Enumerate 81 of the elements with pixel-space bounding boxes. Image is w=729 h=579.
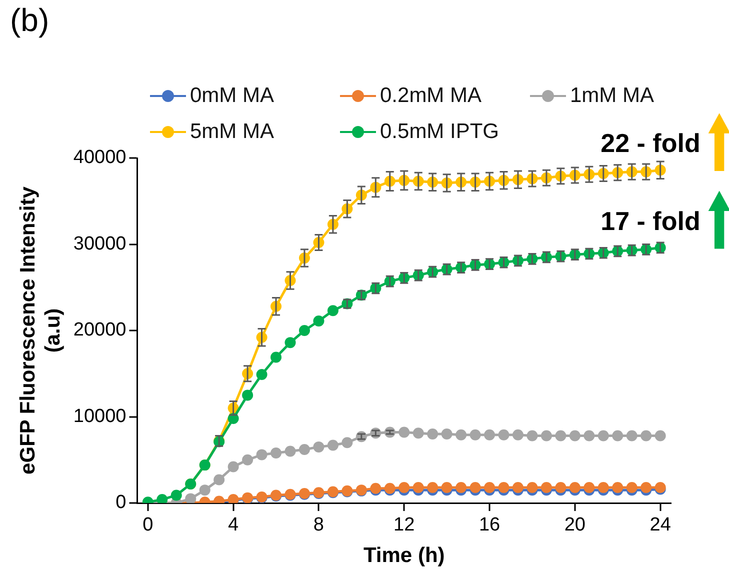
y-tick-label: 40000 [73, 147, 126, 168]
legend-label: 5mM MA [190, 120, 274, 144]
annotation: 17 - fold [600, 206, 700, 236]
point [441, 428, 452, 440]
point [654, 430, 666, 442]
point [270, 447, 282, 458]
point [170, 490, 182, 501]
point [512, 429, 524, 440]
point [427, 482, 438, 493]
point [256, 449, 268, 460]
point [470, 429, 481, 440]
point [214, 474, 225, 486]
point [441, 482, 452, 493]
point [456, 482, 467, 493]
point [412, 482, 424, 493]
x-tick-label: 20 [564, 514, 586, 536]
x-tick-label: 4 [228, 514, 240, 536]
point [484, 482, 496, 493]
point [412, 428, 424, 439]
point [427, 428, 438, 440]
y-tick-label: 20000 [73, 320, 126, 341]
point [284, 337, 296, 348]
point [526, 482, 538, 493]
point [456, 429, 467, 440]
point [598, 430, 609, 442]
y-axis-title: eGFP Fluorescence Intensity (a.u) [16, 186, 65, 474]
point [612, 482, 624, 493]
point [640, 482, 652, 493]
x-axis-title: Time (h) [363, 544, 445, 568]
point [185, 493, 196, 503]
y-tick-label: 0 [116, 492, 126, 514]
point [512, 482, 524, 493]
point [398, 482, 410, 493]
point [313, 441, 324, 452]
x-tick-label: 24 [650, 514, 672, 536]
y-tick-label: 30000 [73, 233, 126, 254]
point [498, 429, 510, 440]
point [370, 428, 382, 439]
point [398, 426, 410, 438]
point [242, 390, 254, 401]
point [526, 430, 538, 442]
point [569, 430, 580, 442]
x-tick-label: 8 [313, 514, 324, 536]
point [612, 430, 624, 442]
point [555, 482, 566, 493]
point [569, 482, 580, 493]
point [284, 446, 296, 457]
point [540, 482, 552, 493]
point [484, 429, 496, 440]
point [199, 484, 210, 496]
x-tick-label: 0 [142, 514, 154, 536]
point [584, 430, 595, 442]
y-tick-label: 10000 [73, 406, 126, 427]
annotation: 22 - fold [600, 128, 700, 158]
point [470, 482, 481, 493]
legend-label: 0mM MA [190, 84, 274, 108]
point [342, 437, 353, 448]
point [270, 352, 282, 363]
point [327, 305, 338, 316]
point [327, 440, 338, 451]
point [356, 431, 367, 442]
point [584, 482, 595, 493]
point [228, 461, 239, 472]
point [242, 454, 254, 466]
point [256, 368, 268, 380]
chart-title: (b) [10, 2, 50, 39]
point [640, 430, 652, 442]
x-tick-label: 16 [478, 514, 500, 536]
point [555, 430, 566, 442]
point [626, 482, 638, 493]
point [598, 482, 609, 493]
legend-label: 1mM MA [570, 84, 654, 108]
point [298, 325, 310, 336]
point [540, 430, 552, 442]
point [313, 316, 324, 327]
legend-label: 0.5mM IPTG [380, 120, 500, 144]
x-tick-label: 12 [394, 514, 415, 536]
legend-label: 0.2mM MA [380, 84, 482, 108]
point [298, 444, 310, 456]
point [626, 430, 638, 442]
point [498, 482, 510, 493]
